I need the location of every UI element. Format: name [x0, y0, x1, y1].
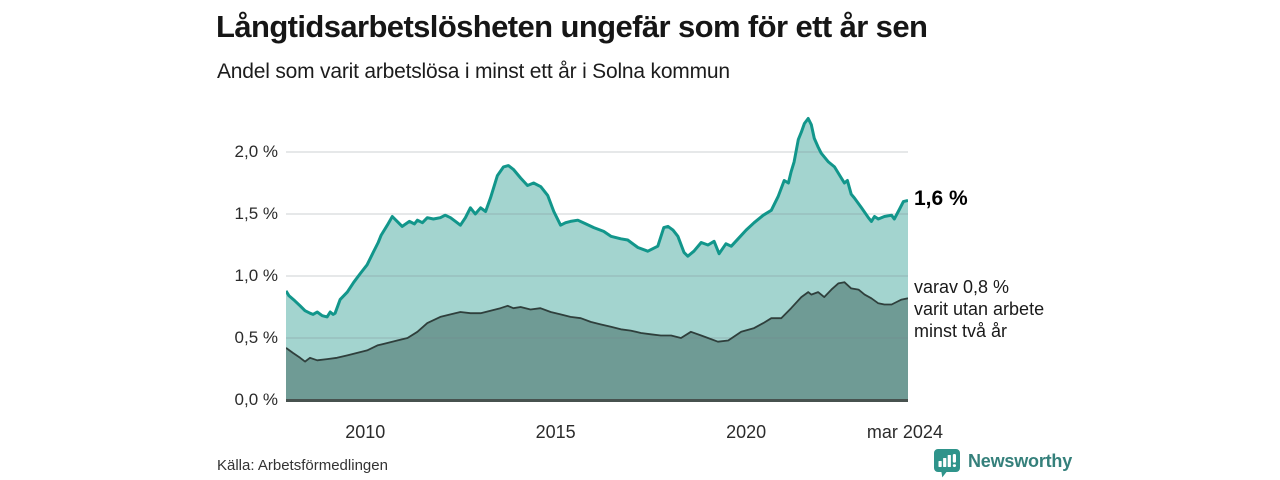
y-tick-label: 2,0 %	[234, 142, 278, 161]
page-title: Långtidsarbetslösheten ungefär som för e…	[216, 9, 928, 44]
newsworthy-logo[interactable]: Newsworthy	[933, 448, 1072, 478]
area-chart-plot	[286, 117, 908, 402]
x-tick-label: 2010	[345, 422, 386, 442]
latest-value-label: 1,6 %	[914, 187, 968, 210]
y-tick-label: 1,5 %	[234, 204, 278, 223]
x-tick-label: mar 2024	[866, 422, 943, 442]
y-tick-label: 0,0 %	[234, 390, 278, 409]
x-tick-label: 2015	[535, 422, 576, 442]
source-caption: Källa: Arbetsförmedlingen	[217, 457, 388, 474]
subset-annotation-line-1: varav 0,8 %	[914, 277, 1010, 297]
subset-annotation-line-3: minst två år	[914, 321, 1008, 341]
y-tick-label: 0,5 %	[234, 328, 278, 347]
chart-subtitle: Andel som varit arbetslösa i minst ett å…	[217, 60, 730, 83]
newsworthy-bubble-chart-icon	[933, 448, 961, 478]
subset-annotation-line-2: varit utan arbete	[914, 299, 1045, 319]
y-tick-label: 1,0 %	[234, 266, 278, 285]
x-tick-label: 2020	[726, 422, 767, 442]
subset-annotation: varav 0,8 % varit utan arbete minst två …	[914, 276, 1044, 342]
newsworthy-wordmark: Newsworthy	[968, 451, 1073, 471]
